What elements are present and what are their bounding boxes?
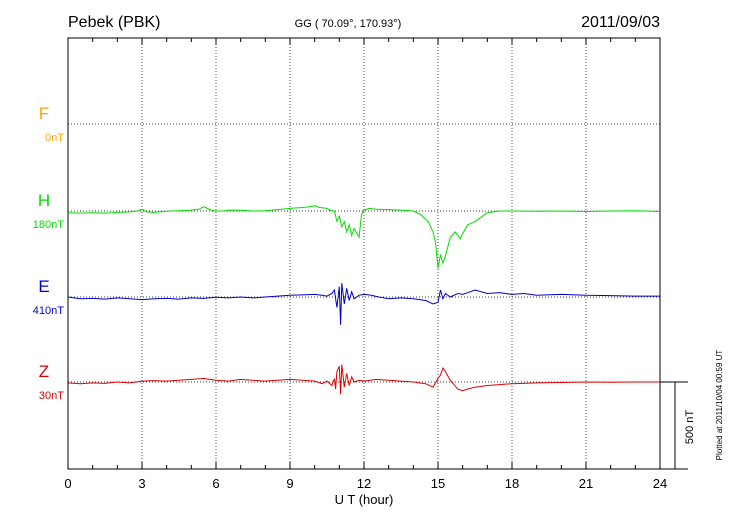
scale-bar: 500 nT <box>660 381 696 470</box>
channel-labels: F 0nT H 180nT E 410nT Z 30nT <box>33 104 64 402</box>
x-tick-label: 3 <box>138 476 145 491</box>
scale-bar-label: 500 nT <box>684 410 696 445</box>
channel-baseline-Z: 30nT <box>39 390 64 402</box>
x-tick-label: 6 <box>212 476 219 491</box>
channel-name-E: E <box>38 277 49 296</box>
channel-name-F: F <box>39 104 49 123</box>
station-title: Pebek (PBK) <box>68 14 160 31</box>
channel-name-Z: Z <box>39 362 49 381</box>
x-tick-label: 15 <box>431 476 445 491</box>
x-tick-label: 21 <box>579 476 593 491</box>
x-tick-label: 9 <box>286 476 293 491</box>
series-line-Z <box>67 364 660 395</box>
x-tick-label: 0 <box>64 476 71 491</box>
plotted-at-note: Plotted at 2011/10/04 00:59 UT <box>715 350 724 461</box>
channel-baseline-H: 180nT <box>33 219 64 231</box>
series-lines <box>67 205 661 395</box>
chart-date: 2011/09/03 <box>581 14 660 31</box>
x-axis-label: U T (hour) <box>335 492 394 507</box>
x-tick-label: 24 <box>653 476 667 491</box>
channel-baseline-F: 0nT <box>45 132 64 144</box>
grid <box>68 38 660 469</box>
channel-baseline-E: 410nT <box>33 305 64 317</box>
x-tick-label: 18 <box>505 476 519 491</box>
channel-name-H: H <box>38 191 50 210</box>
series-line-E <box>67 283 660 325</box>
x-axis-ticks: 0 3 6 9 12 15 18 21 24 <box>64 38 667 491</box>
x-tick-label: 12 <box>357 476 371 491</box>
series-line-H <box>67 205 661 269</box>
station-coordinates: GG ( 70.09°, 170.93°) <box>295 18 402 30</box>
